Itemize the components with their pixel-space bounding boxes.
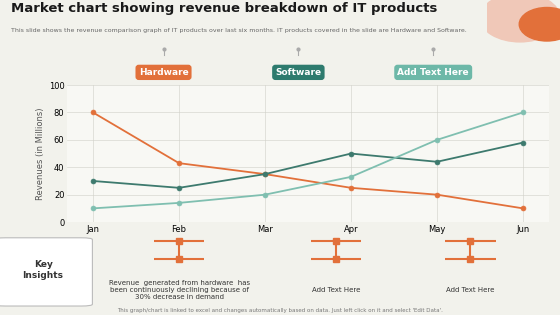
FancyBboxPatch shape bbox=[0, 238, 92, 306]
Text: This slide shows the revenue comparison graph of IT products over last six month: This slide shows the revenue comparison … bbox=[11, 28, 467, 33]
Text: Add Text Here: Add Text Here bbox=[312, 287, 360, 293]
Text: This graph/chart is linked to excel and changes automatically based on data. Jus: This graph/chart is linked to excel and … bbox=[117, 308, 443, 313]
Circle shape bbox=[519, 8, 560, 41]
Text: Hardware: Hardware bbox=[139, 68, 188, 77]
Text: Add Text Here: Add Text Here bbox=[398, 68, 469, 77]
Text: Revenue  generated from hardware  has
been continuously declining because of
30%: Revenue generated from hardware has been… bbox=[109, 280, 250, 300]
Text: Add Text Here: Add Text Here bbox=[446, 287, 494, 293]
Circle shape bbox=[480, 0, 560, 42]
Y-axis label: Revenues (in Millions): Revenues (in Millions) bbox=[35, 107, 44, 200]
Text: Software: Software bbox=[276, 68, 321, 77]
Text: Key
Insights: Key Insights bbox=[22, 261, 64, 280]
Text: Market chart showing revenue breakdown of IT products: Market chart showing revenue breakdown o… bbox=[11, 2, 437, 15]
